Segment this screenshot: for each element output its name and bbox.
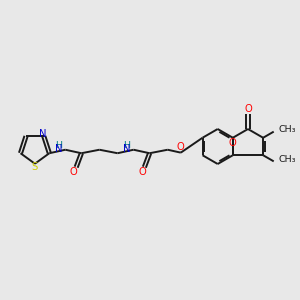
Text: O: O xyxy=(229,138,236,148)
Text: O: O xyxy=(70,167,78,177)
Text: H: H xyxy=(124,141,130,150)
Text: CH₃: CH₃ xyxy=(279,125,296,134)
Text: CH₃: CH₃ xyxy=(279,154,296,164)
Text: O: O xyxy=(138,167,146,177)
Text: H: H xyxy=(55,141,62,150)
Text: S: S xyxy=(31,163,38,172)
Text: N: N xyxy=(55,144,63,154)
Text: N: N xyxy=(39,129,46,139)
Text: O: O xyxy=(177,142,185,152)
Text: N: N xyxy=(123,144,131,154)
Text: O: O xyxy=(244,104,252,114)
